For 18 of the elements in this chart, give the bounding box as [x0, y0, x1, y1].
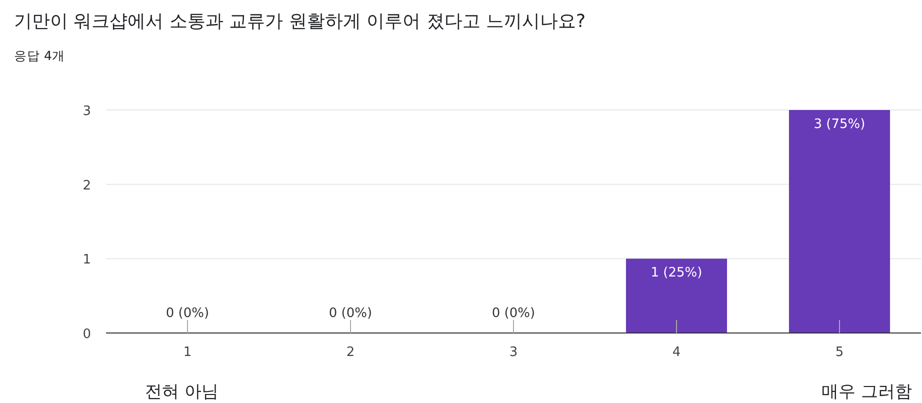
x-tick-label: 2 [346, 345, 355, 360]
x-tick-label: 1 [183, 345, 192, 360]
chart-title: 기만이 워크샵에서 소통과 교류가 원활하게 이루어 졌다고 느끼시나요? [14, 11, 586, 32]
x-tick-label: 3 [509, 345, 518, 360]
y-tick-label: 0 [82, 327, 91, 342]
data-label: 1 (25%) [650, 266, 702, 281]
y-tick-label: 3 [82, 104, 91, 119]
text: 전혀 아님 [145, 382, 218, 402]
chart-subtitle: 응답 4개 [14, 48, 65, 63]
x-tick-label: 5 [835, 345, 844, 360]
x-tick-label: 4 [672, 345, 681, 360]
text: 매우 그러함 [822, 382, 912, 402]
data-label: 0 (0%) [166, 306, 210, 321]
data-label: 0 (0%) [328, 306, 372, 321]
data-label: 0 (0%) [492, 306, 536, 321]
y-tick-label: 1 [82, 252, 91, 268]
data-label: 3 (75%) [814, 117, 866, 132]
y-tick-label: 2 [82, 178, 91, 194]
